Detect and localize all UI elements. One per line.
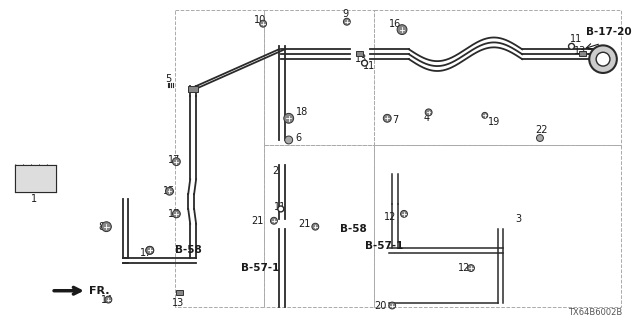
Text: B-58: B-58	[175, 245, 202, 255]
Circle shape	[589, 45, 617, 73]
Circle shape	[468, 265, 474, 271]
Circle shape	[172, 210, 180, 218]
Text: 17: 17	[140, 248, 152, 258]
Text: 6: 6	[296, 133, 301, 143]
Circle shape	[568, 44, 575, 49]
Text: 17: 17	[168, 209, 180, 219]
Circle shape	[146, 246, 154, 254]
Text: 20: 20	[374, 300, 387, 310]
Circle shape	[596, 52, 610, 66]
Circle shape	[105, 296, 112, 303]
Text: 12: 12	[458, 263, 470, 273]
Text: 8: 8	[99, 222, 105, 232]
Circle shape	[344, 18, 350, 25]
Text: 11: 11	[363, 61, 375, 71]
Circle shape	[425, 109, 432, 116]
Text: 19: 19	[488, 117, 500, 127]
Text: 4: 4	[424, 113, 430, 123]
Text: 12: 12	[384, 212, 396, 222]
Text: TX64B6002B: TX64B6002B	[568, 308, 623, 317]
Circle shape	[312, 223, 319, 230]
Text: 9: 9	[342, 9, 348, 19]
Bar	[176, 290, 183, 295]
Text: B-57-1: B-57-1	[365, 241, 403, 252]
Circle shape	[482, 112, 488, 118]
Text: 5: 5	[166, 74, 172, 84]
Text: 15: 15	[163, 186, 175, 196]
Circle shape	[284, 113, 294, 123]
Text: 13: 13	[355, 54, 367, 64]
Circle shape	[285, 136, 292, 144]
Circle shape	[260, 20, 266, 27]
Text: 21: 21	[252, 216, 264, 226]
Text: 7: 7	[392, 115, 399, 125]
Circle shape	[362, 60, 367, 66]
Text: 10: 10	[254, 15, 266, 25]
Text: 3: 3	[515, 214, 522, 224]
Text: 18: 18	[296, 108, 308, 117]
Circle shape	[278, 206, 284, 212]
Text: 16: 16	[389, 19, 401, 29]
Circle shape	[166, 187, 173, 195]
Circle shape	[383, 114, 391, 122]
Circle shape	[271, 217, 277, 224]
Circle shape	[146, 246, 154, 254]
Circle shape	[536, 134, 543, 141]
Bar	[356, 51, 363, 56]
Text: 13: 13	[172, 298, 185, 308]
Text: FR.: FR.	[89, 286, 109, 296]
Bar	[15, 164, 56, 192]
Circle shape	[102, 222, 111, 232]
Circle shape	[397, 25, 407, 35]
Text: 11: 11	[570, 35, 582, 44]
Bar	[579, 51, 586, 56]
Circle shape	[172, 158, 180, 165]
Text: 14: 14	[100, 295, 113, 305]
Text: B-58: B-58	[340, 224, 367, 234]
Text: 17: 17	[168, 155, 180, 165]
Circle shape	[401, 211, 408, 217]
Text: 13: 13	[573, 46, 586, 56]
Bar	[188, 86, 198, 92]
Text: 1: 1	[31, 194, 38, 204]
Text: 2: 2	[272, 166, 278, 177]
Text: B-17-20: B-17-20	[586, 27, 632, 36]
Text: 22: 22	[535, 125, 548, 135]
Text: 11: 11	[274, 202, 286, 212]
Text: B-57-1: B-57-1	[241, 263, 280, 273]
Text: 21: 21	[298, 219, 310, 229]
Circle shape	[388, 302, 396, 309]
